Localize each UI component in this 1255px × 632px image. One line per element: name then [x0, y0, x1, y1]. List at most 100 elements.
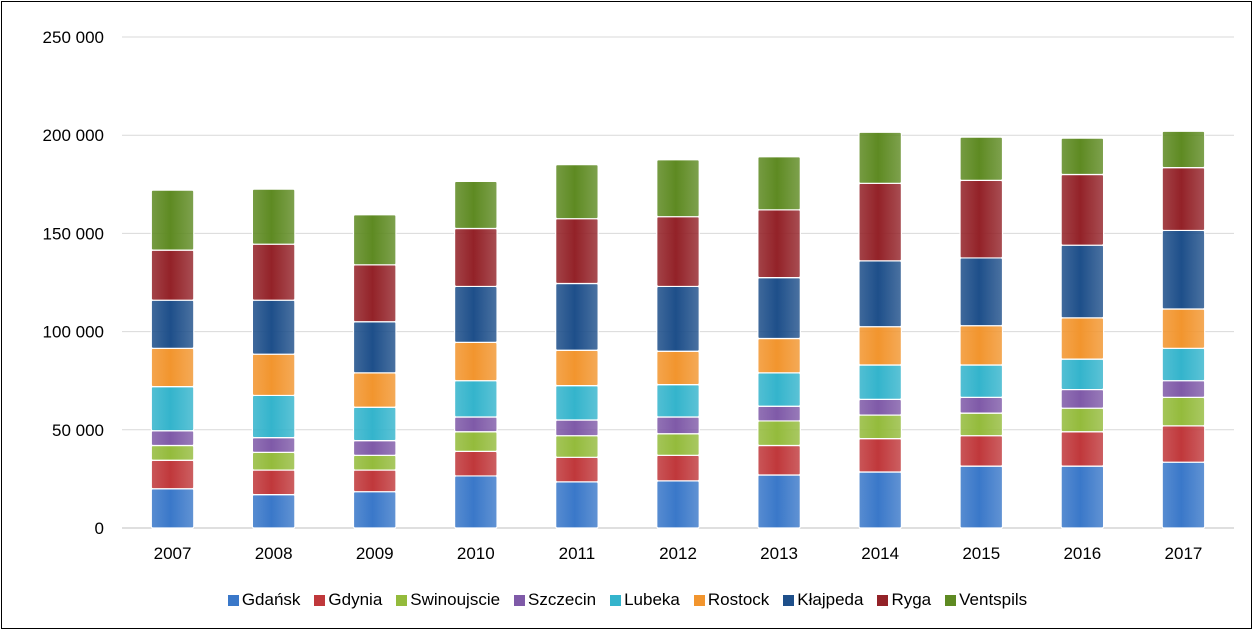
- bar-segment: [453, 450, 498, 477]
- bar-segment: [251, 451, 296, 471]
- bar-segment: [1060, 244, 1105, 319]
- stacked-bar-chart: 0 50 000 100 000 150 000 200 000 250 000 2007…: [43, 28, 1234, 563]
- bar-segment: [555, 282, 599, 351]
- bar-segment: [352, 214, 397, 266]
- legend-swatch: [514, 594, 526, 606]
- bar-segment: [959, 364, 1004, 398]
- x-tick-label: 2010: [457, 544, 495, 563]
- bar-segment: [555, 218, 599, 285]
- legend-label: Swinoujscie: [410, 590, 501, 609]
- bar-segment: [656, 216, 700, 288]
- legend-item: Ryga: [877, 590, 931, 610]
- bar-segment: [1060, 407, 1105, 433]
- y-tick-label: 150 000: [43, 224, 104, 243]
- bar-segment: [959, 435, 1004, 467]
- legend-item: Gdynia: [314, 590, 382, 610]
- bar-segment: [858, 131, 903, 184]
- bar-segment: [251, 469, 296, 496]
- legend-label: Gdańsk: [241, 590, 301, 609]
- bar-segment: [150, 488, 195, 529]
- legend-swatch: [610, 594, 622, 606]
- bar-segment: [757, 372, 801, 407]
- y-tick-label: 100 000: [43, 323, 104, 342]
- y-axis-ticks: 0 50 000 100 000 150 000 200 000 250 000: [43, 28, 104, 538]
- bar-segment: [1161, 308, 1206, 349]
- bar-segment: [1161, 425, 1206, 463]
- bar-segment: [150, 459, 195, 490]
- bar-segment: [352, 491, 397, 529]
- bar-segment: [959, 257, 1004, 327]
- bar-segment: [555, 385, 599, 421]
- legend-label: Lubeka: [624, 590, 680, 609]
- bar-segment: [1161, 396, 1206, 427]
- bar-segment: [453, 285, 498, 344]
- bar-segment: [251, 188, 296, 245]
- bar-segment: [959, 412, 1004, 437]
- bar-segment: [757, 420, 801, 447]
- bar-segment: [555, 481, 599, 529]
- x-tick-label: 2012: [659, 544, 697, 563]
- bar-segment: [656, 454, 700, 482]
- bar-segment: [150, 430, 195, 447]
- bar-segment: [959, 396, 1004, 414]
- bar-segment: [959, 179, 1004, 259]
- x-tick-label: 2008: [255, 544, 293, 563]
- bar-segment: [352, 406, 397, 442]
- bar-segment: [251, 437, 296, 453]
- bar-segment: [858, 182, 903, 262]
- gridlines: [122, 36, 1234, 529]
- legend-swatch: [783, 594, 795, 606]
- legend-label: Ryga: [891, 590, 932, 609]
- legend-item: Swinoujscie: [396, 590, 500, 610]
- bar-segment: [453, 341, 498, 382]
- y-tick-label: 50 000: [52, 421, 104, 440]
- bar-segment: [1060, 173, 1105, 246]
- legend-label: Szczecin: [528, 590, 597, 609]
- bar-segment: [1060, 465, 1105, 529]
- bar-segment: [656, 480, 700, 529]
- bar-segment: [555, 435, 599, 458]
- bar-segment: [757, 444, 801, 476]
- bar-segment: [555, 456, 599, 483]
- bar-segment: [150, 385, 195, 432]
- bar-segment: [1060, 137, 1105, 176]
- bar-segment: [150, 444, 195, 461]
- bar-segment: [757, 209, 801, 279]
- y-tick-label: 200 000: [43, 126, 104, 145]
- bar-segment: [858, 398, 903, 416]
- bar-segment: [251, 299, 296, 355]
- legend-swatch: [227, 594, 239, 606]
- bar-segment: [1060, 358, 1105, 391]
- bar-segment: [858, 326, 903, 366]
- x-axis-ticks: 2007 2008 2009 2010 2011 2012 2013 2014 2015 2016…: [154, 544, 1203, 563]
- x-tick-label: 2009: [356, 544, 394, 563]
- bar-segment: [858, 438, 903, 473]
- bar-segment: [656, 433, 700, 456]
- bar-segment: [656, 384, 700, 418]
- bar-segment: [1060, 317, 1105, 360]
- bar-segment: [1161, 347, 1206, 382]
- bar-segment: [858, 364, 903, 400]
- bar-segment: [757, 474, 801, 529]
- bar-segment: [757, 405, 801, 422]
- legend-item: Kłajpeda: [783, 590, 863, 610]
- legend-label: Rostock: [707, 590, 770, 609]
- bar-segment: [453, 475, 498, 529]
- legend-item: Gdańsk: [227, 590, 301, 610]
- legend-label: Kłajpeda: [797, 590, 864, 609]
- bar-segment: [1161, 461, 1206, 529]
- bar-segment: [453, 380, 498, 418]
- bar-segment: [656, 159, 700, 218]
- bar-segment: [150, 299, 195, 349]
- bar-segment: [1161, 130, 1206, 169]
- legend: Gdańsk Gdynia Swinoujscie Szczecin Lubeka Ros…: [0, 590, 1255, 610]
- x-tick-label: 2015: [962, 544, 1000, 563]
- bar-segment: [1161, 380, 1206, 398]
- bar-segment: [959, 465, 1004, 529]
- bar-segment: [453, 227, 498, 288]
- legend-swatch: [693, 594, 705, 606]
- bar-segment: [453, 180, 498, 230]
- legend-swatch: [945, 594, 957, 606]
- bar-segment: [352, 372, 397, 408]
- x-tick-label: 2011: [559, 544, 596, 563]
